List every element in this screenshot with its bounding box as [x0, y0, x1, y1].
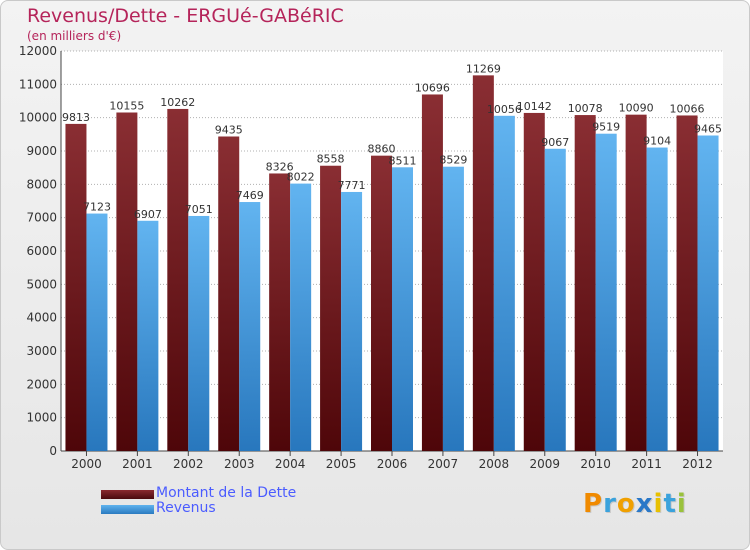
proxiti-logo: Proxiti — [583, 489, 687, 519]
y-tick-label: 12000 — [19, 44, 57, 58]
y-tick-label: 7000 — [26, 211, 57, 225]
data-label-dette: 8558 — [317, 153, 345, 166]
y-tick-label: 10000 — [19, 111, 57, 125]
bar-dette — [625, 114, 647, 452]
x-tick-label: 2011 — [631, 457, 662, 471]
bar-revenus — [544, 148, 566, 451]
x-tick-label: 2005 — [326, 457, 357, 471]
bar-dette — [218, 136, 240, 451]
data-label-dette: 10090 — [619, 102, 654, 115]
logo-letter: i — [653, 489, 664, 519]
bar-dette — [421, 94, 443, 451]
data-label-dette: 11269 — [466, 62, 501, 75]
y-tick-label: 3000 — [26, 344, 57, 358]
x-tick-label: 2008 — [479, 457, 510, 471]
data-label-revenus: 9067 — [541, 136, 569, 149]
x-tick-label: 2003 — [224, 457, 255, 471]
data-label-revenus: 9519 — [592, 121, 620, 134]
data-label-revenus: 8529 — [439, 154, 467, 167]
data-label-dette: 10078 — [568, 102, 603, 115]
data-label-revenus: 7771 — [338, 179, 366, 192]
chart-title: Revenus/Dette - ERGUé-GABéRIC — [27, 5, 344, 27]
bar-dette — [574, 115, 596, 452]
bar-dette — [676, 115, 698, 451]
bar-revenus — [595, 133, 617, 451]
y-tick-label: 9000 — [26, 144, 57, 158]
data-label-revenus: 7123 — [83, 201, 111, 214]
data-label-revenus: 9465 — [694, 123, 722, 136]
bar-revenus — [341, 191, 363, 451]
x-tick-label: 2009 — [529, 457, 560, 471]
y-tick-label: 0 — [49, 444, 57, 458]
y-tick-label: 11000 — [19, 77, 57, 91]
logo-letter: r — [603, 489, 617, 519]
bar-dette — [523, 112, 545, 451]
data-label-revenus: 7051 — [185, 203, 213, 216]
bar-revenus — [697, 135, 719, 451]
x-tick-label: 2012 — [682, 457, 713, 471]
data-label-dette: 10262 — [160, 96, 195, 109]
bar-revenus — [290, 183, 312, 451]
chart-subtitle: (en milliers d'€) — [27, 29, 122, 43]
data-label-dette: 10142 — [517, 100, 552, 113]
data-label-revenus: 9104 — [643, 135, 671, 148]
bar-dette — [472, 75, 494, 451]
x-tick-label: 2010 — [580, 457, 611, 471]
logo-letter: P — [583, 489, 604, 519]
bar-revenus — [137, 220, 159, 451]
legend-label-dette: Montant de la Dette — [156, 485, 297, 501]
legend-label-revenus: Revenus — [156, 500, 216, 516]
bar-revenus — [442, 166, 464, 451]
data-label-dette: 10696 — [415, 81, 450, 94]
data-label-revenus: 8022 — [287, 171, 315, 184]
x-tick-label: 2006 — [377, 457, 408, 471]
data-label-revenus: 8511 — [389, 154, 417, 167]
data-label-dette: 8326 — [266, 160, 294, 173]
logo-letter: x — [635, 489, 654, 519]
y-tick-label: 2000 — [26, 377, 57, 391]
bar-revenus — [646, 147, 668, 452]
legend-swatch-dette — [101, 490, 154, 499]
data-label-dette: 10155 — [109, 100, 144, 113]
legend-swatch-revenus — [101, 505, 154, 514]
data-label-revenus: 7469 — [236, 189, 264, 202]
bar-revenus — [392, 167, 413, 452]
x-tick-label: 2001 — [122, 457, 153, 471]
logo-letter: t — [663, 489, 677, 519]
bar-revenus — [188, 215, 210, 451]
bar-dette — [167, 108, 189, 451]
data-label-revenus: 10056 — [487, 103, 522, 116]
y-tick-label: 8000 — [26, 177, 57, 191]
y-tick-label: 1000 — [26, 411, 57, 425]
bar-revenus — [86, 213, 108, 451]
bar-dette — [320, 165, 342, 451]
data-label-dette: 8860 — [368, 143, 396, 156]
logo-letter: i — [676, 489, 687, 519]
data-label-dette: 9813 — [62, 111, 90, 124]
x-tick-label: 2002 — [173, 457, 204, 471]
bar-revenus — [239, 202, 261, 451]
y-tick-label: 5000 — [26, 277, 57, 291]
bar-revenus — [493, 115, 515, 452]
data-label-revenus: 6907 — [134, 208, 162, 221]
data-label-dette: 9435 — [215, 124, 243, 137]
bar-dette — [269, 173, 291, 451]
x-tick-label: 2007 — [428, 457, 459, 471]
data-label-dette: 10066 — [670, 102, 705, 115]
y-tick-label: 6000 — [26, 244, 57, 258]
y-tick-label: 4000 — [26, 311, 57, 325]
bar-dette — [65, 123, 87, 452]
x-tick-label: 2004 — [275, 457, 306, 471]
logo-letter: o — [616, 489, 636, 519]
x-tick-label: 2000 — [71, 457, 102, 471]
bar-dette — [371, 155, 392, 451]
bar-dette — [116, 112, 138, 451]
